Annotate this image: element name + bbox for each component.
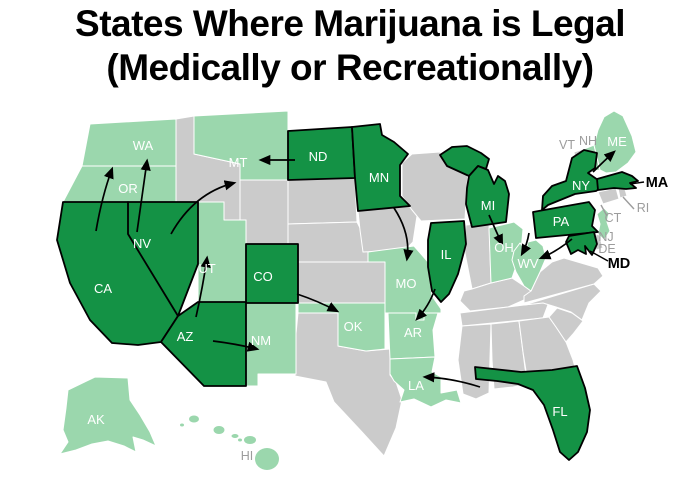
state-sd (287, 177, 358, 225)
state-label-nj: NJ (598, 230, 613, 244)
state-label-nh: NH (579, 134, 597, 148)
state-md (565, 231, 598, 256)
state-label-mo: MO (396, 276, 417, 291)
arrow-pa-to-wv (520, 232, 531, 257)
state-label-ri: RI (637, 201, 650, 215)
callout-line-md (589, 250, 609, 262)
state-label-nm: NM (251, 333, 271, 348)
state-label-oh: OH (494, 240, 514, 255)
state-label-mt: MT (229, 155, 248, 170)
state-label-nv: NV (133, 236, 151, 251)
arrow-mn-to-mo (393, 207, 414, 262)
state-label-ca: CA (94, 281, 112, 296)
arrow-il-to-ar (415, 288, 436, 321)
callout-line-ri (622, 196, 635, 210)
state-ms (457, 323, 492, 400)
state-label-wa: WA (133, 138, 154, 153)
arrow-az-to-nm (212, 340, 260, 352)
state-nc (523, 283, 602, 321)
state-co (245, 243, 299, 304)
state-label-wv: WV (518, 256, 539, 271)
state-wa (81, 118, 177, 167)
state-label-nd: ND (309, 149, 328, 164)
state-in (463, 222, 492, 290)
state-label-pa: PA (553, 214, 570, 229)
state-label-mi: MI (481, 198, 495, 213)
callout-line-ma (629, 181, 645, 185)
page-title: States Where Marijuana is Legal (Medical… (0, 2, 700, 90)
state-label-il: IL (441, 247, 452, 262)
state-hi (180, 415, 279, 470)
state-label-az: AZ (177, 329, 194, 344)
state-label-de: DE (598, 242, 615, 256)
state-pa (532, 201, 599, 239)
arrow-az-to-ut (195, 255, 211, 318)
state-tn (459, 301, 550, 327)
state-fl (474, 365, 591, 461)
state-sc (548, 307, 584, 343)
state-label-co: CO (253, 269, 273, 284)
state-ak (59, 376, 157, 455)
arrow-fl-to-la (422, 372, 481, 388)
state-label-ok: OK (344, 319, 363, 334)
state-va (523, 257, 604, 304)
title-line-2: (Medically or Recreationally) (106, 47, 594, 88)
state-label-ut: UT (198, 261, 215, 276)
arrow-co-to-ok (296, 293, 340, 313)
state-label-la: LA (408, 378, 424, 393)
state-wy (239, 179, 289, 245)
state-mn (351, 123, 411, 212)
arrow-nv-to-mt (170, 180, 237, 235)
state-label-ny: NY (572, 178, 590, 193)
state-label-ma: MA (646, 175, 669, 191)
state-mi-up (439, 145, 490, 177)
state-ny (541, 149, 605, 211)
state-label-ak: AK (87, 412, 105, 427)
arrow-nv-to-wa (136, 158, 151, 233)
state-la (389, 356, 462, 408)
arrow-mi-to-oh (488, 214, 504, 247)
state-label-me: ME (607, 134, 627, 149)
state-label-vt: VT (559, 138, 575, 152)
state-label-fl: FL (552, 404, 567, 419)
state-mi (465, 165, 510, 228)
callout-line-ct (600, 204, 608, 217)
arrow-ca-to-or (95, 166, 114, 232)
state-nv (127, 201, 199, 317)
state-ma (596, 171, 639, 191)
state-ks (297, 261, 386, 304)
state-label-md: MD (608, 256, 631, 272)
arrow-ny-to-me (592, 150, 616, 173)
state-label-or: OR (118, 181, 138, 196)
state-label-hi: HI (241, 449, 254, 463)
state-label-ar: AR (404, 325, 422, 340)
state-il (427, 220, 467, 303)
state-label-ct: CT (605, 211, 622, 225)
state-label-mn: MN (369, 170, 389, 185)
title-line-1: States Where Marijuana is Legal (75, 3, 625, 44)
arrow-md-to-wv (538, 238, 573, 260)
